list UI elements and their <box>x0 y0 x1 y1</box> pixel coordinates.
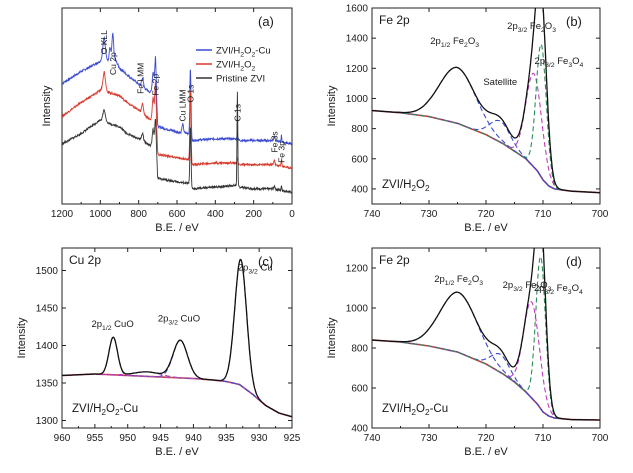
peak-annotation: 2p1/2 CuO <box>91 319 133 332</box>
peak-annotation: 2p3/2 Fe3O4 <box>534 283 583 296</box>
peak-annotation: O KLL <box>99 30 109 54</box>
x-tick-label: 960 <box>54 433 71 444</box>
y-tick-label: 1300 <box>36 416 59 427</box>
x-tick-label: 710 <box>535 209 552 220</box>
peak-annotation: 2p3/2 Fe3O4 <box>535 56 584 69</box>
y-tick-label: 800 <box>351 344 368 355</box>
envelope-line <box>62 260 292 417</box>
y-tick-label: 1450 <box>36 304 59 315</box>
sample-label: ZVI/H2O2-Cu <box>382 403 448 417</box>
y-tick-label: 400 <box>351 184 368 195</box>
x-tick-label: 700 <box>592 209 609 220</box>
peak-annotation: Fe 3p <box>276 141 286 163</box>
panel-c: 960 955 950 945 940 935 930 925 B.E. / eV 1300 135… <box>16 248 301 458</box>
data-area-c <box>62 260 292 417</box>
y-tick-label: 1000 <box>346 94 369 105</box>
peak-annotation: 2p1/2 Fe2O3 <box>434 274 483 287</box>
peak-annotation: 2p3/2 Fe2O3 <box>507 21 556 34</box>
x-tick-label: 600 <box>169 209 186 220</box>
y-tick-label: 400 <box>351 424 368 435</box>
legend-label: ZVI/H2O2-Cu <box>216 46 271 59</box>
y-axis-label: Intensity <box>326 317 338 358</box>
panel-a: 1200 1000 800 600 400 200 0 B.E. / eV Intensity (… <box>41 8 295 234</box>
peak-annotation: Cu 2p <box>108 52 118 75</box>
panel-label: (d) <box>566 254 582 269</box>
x-axis-label: B.E. / eV <box>155 446 199 458</box>
legend-label: ZVI/H2O2 <box>216 60 255 73</box>
x-tick-label: 800 <box>130 209 147 220</box>
y-tick-label: 1200 <box>346 264 369 275</box>
x-tick-label: 730 <box>421 433 438 444</box>
y-tick-label: 1600 <box>346 4 369 15</box>
panel-d: 740 730 720 710 700 B.E. / eV 400 600 800 1000 120… <box>326 201 609 458</box>
x-tick-label: 200 <box>245 209 262 220</box>
x-tick-label: 1200 <box>51 209 74 220</box>
panel-title: Cu 2p <box>69 253 101 267</box>
x-tick-label: 400 <box>207 209 224 220</box>
panel-title: Fe 2p <box>379 13 410 27</box>
peak-annotation: 2p1/2 Fe2O3 <box>430 36 479 49</box>
x-tick-label: 0 <box>289 209 295 220</box>
xps-figure: 1200 1000 800 600 400 200 0 B.E. / eV Intensity (… <box>0 0 633 473</box>
x-tick-label: 935 <box>218 433 235 444</box>
x-tick-label: 950 <box>119 433 136 444</box>
x-tick-label: 710 <box>535 433 552 444</box>
y-tick-label: 1400 <box>36 341 59 352</box>
y-tick-label: 1400 <box>346 34 369 45</box>
x-tick-label: 730 <box>421 209 438 220</box>
y-tick-label: 1500 <box>36 266 59 277</box>
peak-annotation: 2p3/2 CuO <box>158 314 200 327</box>
legend-label: Pristine ZVI <box>216 74 265 85</box>
x-tick-label: 1000 <box>89 209 112 220</box>
x-tick-label: 940 <box>185 433 202 444</box>
sample-label: ZVI/H2O2 <box>382 179 430 193</box>
fit-component-3 <box>62 260 292 417</box>
x-tick-label: 700 <box>592 433 609 444</box>
panel-title: Fe 2p <box>379 253 410 267</box>
x-axis-label: B.E. / eV <box>464 446 508 458</box>
y-axis-label: Intensity <box>16 317 28 358</box>
x-tick-label: 720 <box>478 209 495 220</box>
x-tick-label: 740 <box>364 433 381 444</box>
panel-b: 740 730 720 710 700 B.E. / eV 400 600 800 1000 120… <box>326 0 609 234</box>
peak-annotation: Cu LMM <box>178 89 188 121</box>
y-tick-label: 1350 <box>36 379 59 390</box>
x-tick-label: 945 <box>152 433 169 444</box>
y-tick-label: 600 <box>351 384 368 395</box>
y-tick-label: 1000 <box>346 304 369 315</box>
peak-annotation: Satellite <box>483 77 517 88</box>
plot-frame-b <box>372 8 600 204</box>
fit-component-0 <box>372 292 600 420</box>
y-axis-label: Intensity <box>41 85 53 126</box>
y-tick-label: 1200 <box>346 64 369 75</box>
y-axis-label: Intensity <box>326 85 338 126</box>
x-tick-label: 740 <box>364 209 381 220</box>
y-tick-label: 600 <box>351 154 368 165</box>
y-tick-label: 800 <box>351 124 368 135</box>
panel-label: (a) <box>258 14 274 29</box>
peak-annotation: Fe LMM <box>136 63 146 94</box>
panel-label: (b) <box>566 14 582 29</box>
x-tick-label: 930 <box>251 433 268 444</box>
sample-label: ZVI/H2O2-Cu <box>72 403 138 417</box>
x-axis-label: B.E. / eV <box>464 222 508 234</box>
fit-component-2 <box>372 73 600 192</box>
x-tick-label: 955 <box>87 433 104 444</box>
x-tick-label: 720 <box>478 433 495 444</box>
x-axis-label: B.E. / eV <box>155 222 199 234</box>
peak-annotation: C 1s <box>232 104 242 121</box>
x-tick-label: 925 <box>284 433 301 444</box>
peak-annotation: Fe 2p <box>151 74 161 96</box>
